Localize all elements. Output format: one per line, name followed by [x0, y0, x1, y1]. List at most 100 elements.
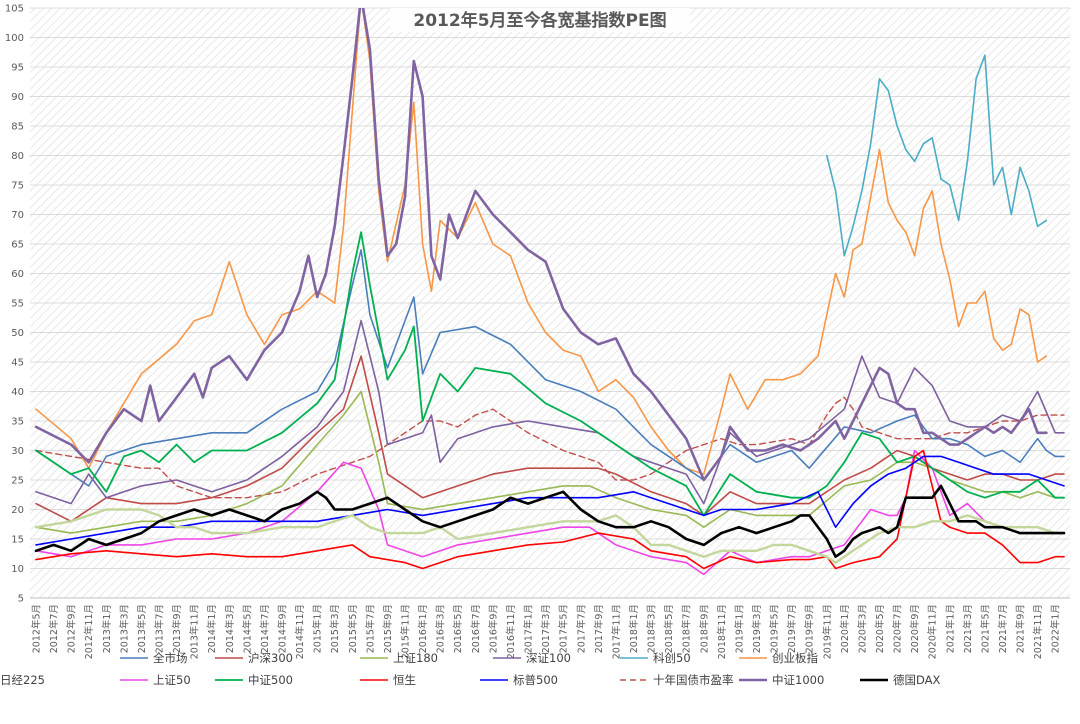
x-tick-label: 2019年9月: [804, 604, 816, 653]
legend-item: 日经225: [0, 673, 45, 687]
title-background: [390, 8, 690, 32]
series-line-1: [35, 355, 1065, 523]
x-tick-label: 2018年11月: [716, 604, 728, 659]
series-line-0: [35, 249, 1065, 487]
x-tick-label: 2014年9月: [277, 604, 289, 653]
legend-label: 标普500: [513, 673, 558, 687]
y-tick-label: 50: [11, 328, 24, 339]
y-tick-label: 45: [11, 358, 24, 369]
x-tick-label: 2018年3月: [646, 604, 658, 653]
series-line-2: [35, 390, 1065, 534]
x-tick-label: 2013年3月: [118, 604, 130, 653]
x-tick-label: 2020年3月: [856, 604, 868, 653]
x-tick-label: 2022年1月: [1050, 604, 1062, 653]
x-tick-label: 2015年7月: [364, 604, 376, 653]
y-tick-label: 25: [11, 476, 24, 487]
y-tick-label: 70: [11, 210, 24, 221]
x-tick-label: 2014年1月: [206, 604, 218, 653]
series-line-5: [35, 8, 1048, 475]
x-tick-label: 2021年11月: [1032, 604, 1044, 659]
x-tick-label: 2013年1月: [101, 604, 113, 653]
y-tick-label: 90: [11, 92, 24, 103]
x-tick-label: 2015年1月: [312, 604, 324, 653]
x-tick-label: 2017年1月: [523, 604, 535, 653]
gridlines: [30, 7, 1070, 599]
x-tick-label: 2016年11月: [505, 604, 517, 659]
x-tick-label: 2017年7月: [575, 604, 587, 653]
legend-label: 全市场: [153, 651, 188, 665]
series-line-8: [35, 449, 1065, 570]
x-axis: 2012年5月 2012年7月 2012年9月 2012年11月 2013年1月 2013…: [30, 597, 1070, 659]
y-tick-label: 85: [11, 122, 24, 133]
x-tick-label: 2021年9月: [1015, 604, 1027, 653]
x-tick-label: 2017年11月: [610, 604, 622, 659]
x-tick-label: 2017年3月: [540, 604, 552, 653]
y-tick-label: 105: [5, 4, 24, 15]
legend-item: 中证1000: [739, 673, 824, 687]
series-line-11: [34, 8, 1048, 482]
y-tick-label: 100: [5, 33, 24, 44]
x-tick-label: 2020年7月: [892, 604, 904, 653]
legend-label: 德国DAX: [893, 673, 941, 687]
legend-item: 深证100: [493, 651, 571, 665]
legend-label: 中证1000: [772, 673, 824, 687]
y-tick-label: 30: [11, 446, 24, 457]
x-tick-label: 2020年5月: [874, 604, 886, 653]
y-tick-label: 95: [11, 63, 24, 74]
series-line-7: [35, 231, 1065, 517]
legend-item: 沪深300: [215, 651, 293, 665]
x-tick-label: 2016年3月: [435, 604, 447, 653]
x-tick-label: 2012年11月: [83, 604, 95, 659]
x-tick-label: 2014年3月: [224, 604, 236, 653]
x-tick-label: 2016年5月: [452, 604, 464, 653]
x-tick-label: 2015年9月: [382, 604, 394, 653]
legend-label: 深证100: [526, 651, 571, 665]
x-tick-label: 2017年9月: [593, 604, 605, 653]
x-tick-label: 2013年5月: [136, 604, 148, 653]
series-line-4: [825, 54, 1048, 257]
legend-label: 上证180: [393, 651, 438, 665]
legend-label: 十年国债市盈率: [653, 673, 734, 687]
y-tick-label: 65: [11, 240, 24, 251]
x-tick-label: 2020年1月: [839, 604, 851, 653]
x-tick-label: 2019年11月: [821, 604, 833, 659]
x-tick-label: 2014年11月: [294, 604, 306, 659]
x-tick-label: 2018年9月: [698, 604, 710, 653]
legend-label: 日经225: [0, 673, 45, 687]
x-tick-label: 2012年5月: [31, 604, 43, 653]
x-tick-label: 2015年3月: [329, 604, 341, 653]
y-tick-label: 40: [11, 387, 24, 398]
x-tick-label: 2018年1月: [628, 604, 640, 653]
x-tick-label: 2012年9月: [66, 604, 78, 653]
legend-item: 上证50: [120, 673, 191, 687]
y-tick-label: 75: [11, 181, 24, 192]
x-tick-label: 2019年7月: [786, 604, 798, 653]
x-tick-label: 2021年7月: [997, 604, 1009, 653]
x-tick-label: 2020年9月: [909, 604, 921, 653]
x-tick-label: 2014年5月: [241, 604, 253, 653]
x-tick-label: 2021年5月: [979, 604, 991, 653]
legend-label: 创业板指: [772, 651, 818, 665]
x-tick-label: 2020年11月: [927, 604, 939, 659]
y-tick-label: 20: [11, 505, 24, 516]
chart-title: 2012年5月至今各宽基指数PE图: [413, 10, 666, 31]
series-line-12: [34, 484, 1066, 559]
y-tick-label: 5: [18, 594, 24, 605]
legend-label: 沪深300: [248, 651, 293, 665]
x-tick-label: 2013年9月: [171, 604, 183, 653]
legend-label: 恒生: [393, 673, 416, 687]
x-tick-label: 2016年7月: [470, 604, 482, 653]
x-tick-label: 2018年7月: [681, 604, 693, 653]
x-tick-label: 2012年7月: [48, 604, 60, 653]
x-tick-label: 2019年1月: [733, 604, 745, 653]
x-tick-label: 2015年11月: [400, 604, 412, 659]
legend-item: 标普500: [480, 673, 558, 687]
x-tick-label: 2016年1月: [417, 604, 429, 653]
x-tick-label: 2021年1月: [944, 604, 956, 653]
x-tick-label: 2013年11月: [189, 604, 201, 659]
x-tick-label: 2021年3月: [962, 604, 974, 653]
x-tick-label: 2019年5月: [769, 604, 781, 653]
